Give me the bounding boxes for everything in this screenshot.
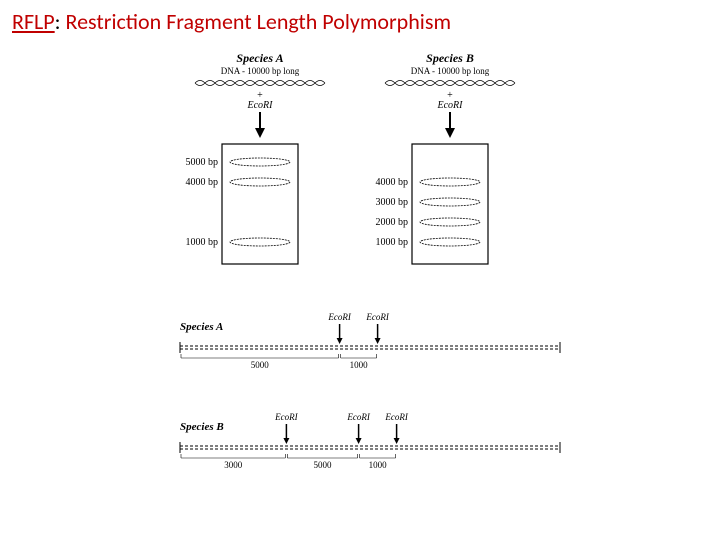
segment-length-label: 3000: [224, 460, 243, 470]
species-a-band-labels: 5000 bp 4000 bp 1000 bp: [186, 157, 219, 248]
species-a-enzyme: EcoRI: [247, 100, 274, 111]
band-size-label: 2000 bp: [376, 217, 409, 228]
species-b-dna-label: DNA - 10000 bp long: [411, 66, 490, 76]
gel-band: [420, 238, 480, 246]
cut-site-label: EcoRI: [327, 312, 351, 322]
species-a-gel: [222, 144, 298, 264]
gel-band: [230, 238, 290, 246]
species-b-band-labels: 4000 bp 3000 bp 2000 bp 1000 bp: [376, 177, 409, 248]
band-size-label: 4000 bp: [376, 177, 409, 188]
band-size-label: 3000 bp: [376, 197, 409, 208]
cut-site-label: EcoRI: [274, 412, 298, 422]
band-size-label: 1000 bp: [376, 237, 409, 248]
cut-site-label: EcoRI: [365, 312, 389, 322]
species-b-enzyme: EcoRI: [437, 100, 464, 111]
band-size-label: 4000 bp: [186, 177, 219, 188]
cut-site-label: EcoRI: [384, 412, 408, 422]
segment-length-label: 1000: [369, 460, 388, 470]
species-a-arrow: [255, 112, 265, 138]
gel-band: [420, 178, 480, 186]
species-b-linear-map: Species B EcoRI EcoRI EcoRI 3000 5000 1000: [180, 412, 560, 470]
segment-length-label: 5000: [314, 460, 333, 470]
species-b-dna-helix: [385, 81, 515, 86]
gel-band: [420, 218, 480, 226]
species-a-linear-map: Species A EcoRI EcoRI 5000 1000: [180, 312, 560, 370]
title-rest: Restriction Fragment Length Polymorphism: [66, 8, 451, 35]
gel-band: [420, 198, 480, 206]
gel-band: [230, 178, 290, 186]
segment-length-label: 5000: [251, 360, 269, 370]
species-a-dna-helix: [195, 81, 325, 86]
band-size-label: 5000 bp: [186, 157, 219, 168]
species-a-label: Species A: [236, 51, 283, 65]
species-b-gel: [412, 144, 488, 264]
band-size-label: 1000 bp: [186, 237, 219, 248]
rflp-diagram: Species A DNA - 10000 bp long + EcoRI 50…: [140, 48, 580, 528]
species-a-dna-label: DNA - 10000 bp long: [221, 66, 300, 76]
segment-length-label: 1000: [350, 360, 369, 370]
linear-b-label: Species B: [180, 421, 224, 433]
species-b-label: Species B: [426, 51, 474, 65]
title-separator: :: [55, 8, 66, 35]
page-title: RFLP: Restriction Fragment Length Polymo…: [12, 8, 451, 35]
linear-a-label: Species A: [180, 321, 223, 333]
gel-band: [230, 158, 290, 166]
species-b-arrow: [445, 112, 455, 138]
title-acronym: RFLP: [12, 8, 55, 35]
cut-site-label: EcoRI: [346, 412, 370, 422]
